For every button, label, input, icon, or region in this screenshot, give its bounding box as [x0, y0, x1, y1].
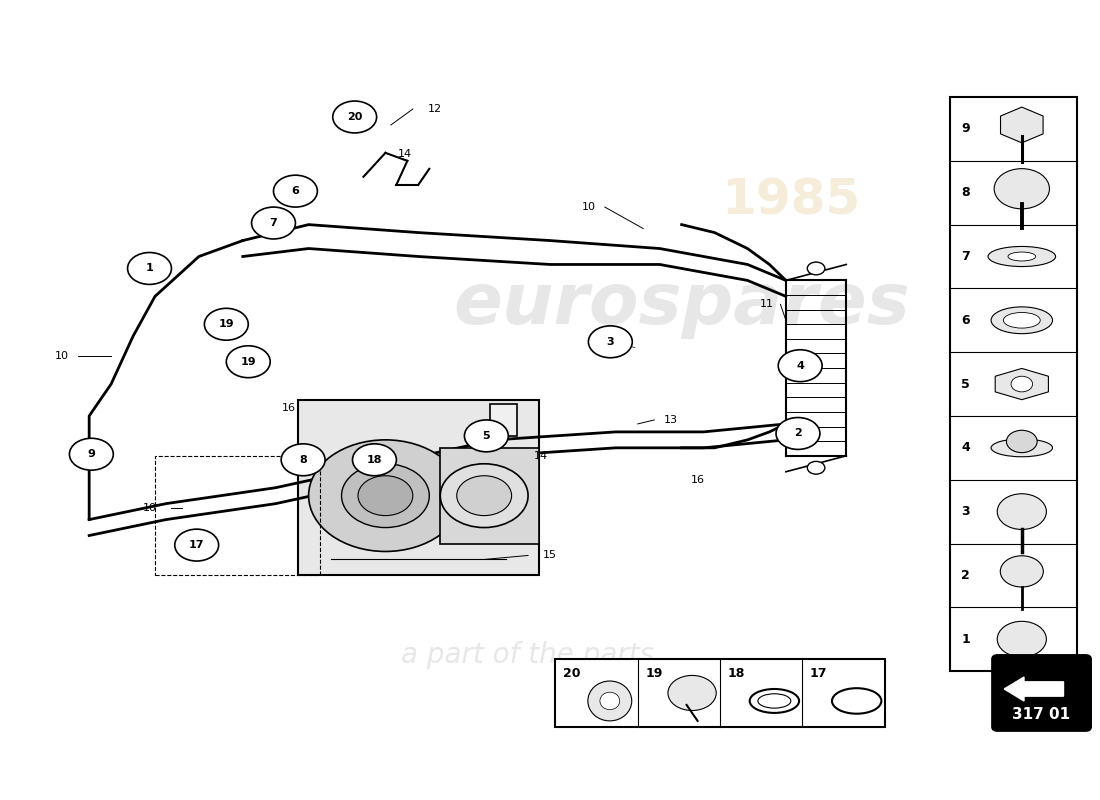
- Text: 11: 11: [760, 299, 774, 310]
- Circle shape: [252, 207, 296, 239]
- Circle shape: [309, 440, 462, 551]
- Text: 20: 20: [346, 112, 362, 122]
- Text: 16: 16: [282, 403, 296, 413]
- Text: 10: 10: [143, 502, 156, 513]
- Text: 8: 8: [299, 454, 307, 465]
- Text: 5: 5: [483, 431, 491, 441]
- FancyBboxPatch shape: [950, 97, 1077, 671]
- Text: eurospares: eurospares: [453, 270, 910, 339]
- Circle shape: [227, 346, 271, 378]
- FancyArrow shape: [1004, 677, 1064, 701]
- Polygon shape: [1001, 107, 1043, 143]
- Text: 20: 20: [563, 667, 581, 680]
- Circle shape: [282, 444, 326, 476]
- FancyBboxPatch shape: [556, 659, 884, 727]
- Text: 1: 1: [145, 263, 153, 274]
- Circle shape: [358, 476, 412, 515]
- Text: 18: 18: [728, 667, 745, 680]
- Circle shape: [456, 476, 512, 515]
- Text: 19: 19: [241, 357, 256, 366]
- Text: 10: 10: [55, 351, 68, 361]
- Text: 10: 10: [582, 202, 595, 212]
- Circle shape: [668, 675, 716, 710]
- Circle shape: [352, 444, 396, 476]
- Circle shape: [588, 326, 632, 358]
- Text: 7: 7: [270, 218, 277, 228]
- Text: 18: 18: [366, 454, 382, 465]
- Circle shape: [464, 420, 508, 452]
- Text: 16: 16: [691, 474, 705, 485]
- Circle shape: [175, 529, 219, 561]
- Text: 17: 17: [189, 540, 205, 550]
- Circle shape: [341, 464, 429, 527]
- Text: 4: 4: [796, 361, 804, 370]
- Circle shape: [998, 622, 1046, 657]
- Text: 19: 19: [219, 319, 234, 330]
- Text: a part of the parts: a part of the parts: [402, 641, 654, 669]
- FancyBboxPatch shape: [490, 404, 517, 436]
- Text: 17: 17: [810, 667, 827, 680]
- Circle shape: [994, 169, 1049, 209]
- Circle shape: [440, 464, 528, 527]
- Circle shape: [69, 438, 113, 470]
- Ellipse shape: [587, 681, 631, 721]
- Text: 19: 19: [646, 667, 663, 680]
- Ellipse shape: [991, 307, 1053, 334]
- Text: 6: 6: [292, 186, 299, 196]
- Text: 13: 13: [663, 415, 678, 425]
- Text: 7: 7: [961, 250, 970, 263]
- Text: 12: 12: [428, 104, 442, 114]
- Text: 9: 9: [961, 122, 970, 135]
- Circle shape: [1011, 376, 1033, 392]
- Text: 2: 2: [961, 569, 970, 582]
- Circle shape: [776, 418, 820, 450]
- Polygon shape: [440, 448, 539, 543]
- Circle shape: [332, 101, 376, 133]
- FancyBboxPatch shape: [992, 655, 1091, 731]
- Circle shape: [998, 494, 1046, 530]
- Text: 14: 14: [398, 150, 412, 159]
- Text: 2: 2: [794, 429, 802, 438]
- Text: 1: 1: [961, 633, 970, 646]
- Text: 14: 14: [535, 451, 548, 461]
- Ellipse shape: [600, 692, 619, 710]
- Ellipse shape: [988, 246, 1056, 266]
- Ellipse shape: [1008, 252, 1035, 261]
- Text: 1985: 1985: [722, 177, 861, 225]
- Text: 9: 9: [87, 450, 96, 459]
- Circle shape: [274, 175, 318, 207]
- Circle shape: [205, 308, 249, 340]
- Circle shape: [128, 253, 172, 285]
- Text: 4: 4: [961, 442, 970, 454]
- Polygon shape: [996, 369, 1048, 400]
- Text: 15: 15: [543, 550, 557, 561]
- Circle shape: [807, 462, 825, 474]
- Polygon shape: [298, 400, 539, 575]
- Text: 8: 8: [961, 186, 970, 199]
- Text: 3: 3: [606, 337, 614, 347]
- Circle shape: [807, 262, 825, 275]
- Ellipse shape: [991, 439, 1053, 457]
- Circle shape: [778, 350, 822, 382]
- Circle shape: [1006, 430, 1037, 453]
- Circle shape: [1000, 556, 1043, 587]
- Text: 6: 6: [961, 314, 970, 326]
- Text: 3: 3: [961, 505, 970, 518]
- Text: 317 01: 317 01: [1012, 707, 1070, 722]
- Text: 5: 5: [961, 378, 970, 390]
- Ellipse shape: [1003, 313, 1041, 328]
